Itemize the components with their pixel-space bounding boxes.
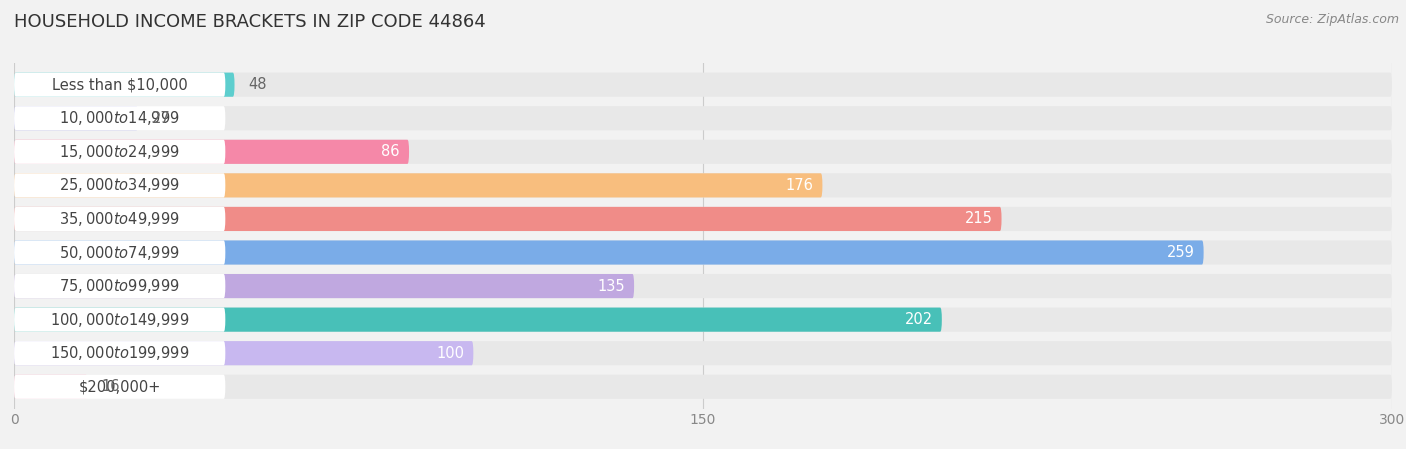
Text: $25,000 to $34,999: $25,000 to $34,999 (59, 176, 180, 194)
Text: 259: 259 (1167, 245, 1195, 260)
Text: 176: 176 (786, 178, 813, 193)
FancyBboxPatch shape (14, 73, 1392, 97)
Text: 215: 215 (965, 211, 993, 226)
Text: $50,000 to $74,999: $50,000 to $74,999 (59, 243, 180, 261)
FancyBboxPatch shape (14, 73, 235, 97)
Text: 48: 48 (249, 77, 267, 92)
Text: 27: 27 (152, 111, 170, 126)
FancyBboxPatch shape (14, 207, 1392, 231)
FancyBboxPatch shape (14, 173, 823, 198)
FancyBboxPatch shape (14, 140, 409, 164)
FancyBboxPatch shape (14, 308, 942, 332)
FancyBboxPatch shape (14, 274, 634, 298)
FancyBboxPatch shape (14, 341, 1392, 365)
FancyBboxPatch shape (14, 374, 225, 399)
FancyBboxPatch shape (14, 374, 1392, 399)
Text: Less than $10,000: Less than $10,000 (52, 77, 187, 92)
FancyBboxPatch shape (14, 73, 225, 97)
FancyBboxPatch shape (14, 207, 225, 231)
Text: $100,000 to $149,999: $100,000 to $149,999 (51, 311, 190, 329)
FancyBboxPatch shape (14, 240, 225, 264)
FancyBboxPatch shape (14, 173, 225, 198)
Text: $200,000+: $200,000+ (79, 379, 160, 394)
FancyBboxPatch shape (14, 240, 1204, 264)
Text: $75,000 to $99,999: $75,000 to $99,999 (59, 277, 180, 295)
FancyBboxPatch shape (14, 374, 87, 399)
FancyBboxPatch shape (14, 140, 225, 164)
FancyBboxPatch shape (14, 106, 1392, 130)
Text: 135: 135 (598, 278, 624, 294)
Text: 100: 100 (436, 346, 464, 361)
FancyBboxPatch shape (14, 140, 1392, 164)
FancyBboxPatch shape (14, 308, 225, 332)
FancyBboxPatch shape (14, 173, 1392, 198)
Text: $35,000 to $49,999: $35,000 to $49,999 (59, 210, 180, 228)
Text: 86: 86 (381, 144, 399, 159)
Text: $10,000 to $14,999: $10,000 to $14,999 (59, 109, 180, 127)
Text: $15,000 to $24,999: $15,000 to $24,999 (59, 143, 180, 161)
FancyBboxPatch shape (14, 308, 1392, 332)
FancyBboxPatch shape (14, 207, 1001, 231)
FancyBboxPatch shape (14, 106, 225, 130)
Text: 16: 16 (101, 379, 120, 394)
FancyBboxPatch shape (14, 341, 225, 365)
FancyBboxPatch shape (14, 240, 1392, 264)
FancyBboxPatch shape (14, 106, 138, 130)
FancyBboxPatch shape (14, 274, 225, 298)
Text: $150,000 to $199,999: $150,000 to $199,999 (51, 344, 190, 362)
FancyBboxPatch shape (14, 274, 1392, 298)
Text: Source: ZipAtlas.com: Source: ZipAtlas.com (1265, 13, 1399, 26)
Text: 202: 202 (904, 312, 932, 327)
Text: HOUSEHOLD INCOME BRACKETS IN ZIP CODE 44864: HOUSEHOLD INCOME BRACKETS IN ZIP CODE 44… (14, 13, 486, 31)
FancyBboxPatch shape (14, 341, 474, 365)
